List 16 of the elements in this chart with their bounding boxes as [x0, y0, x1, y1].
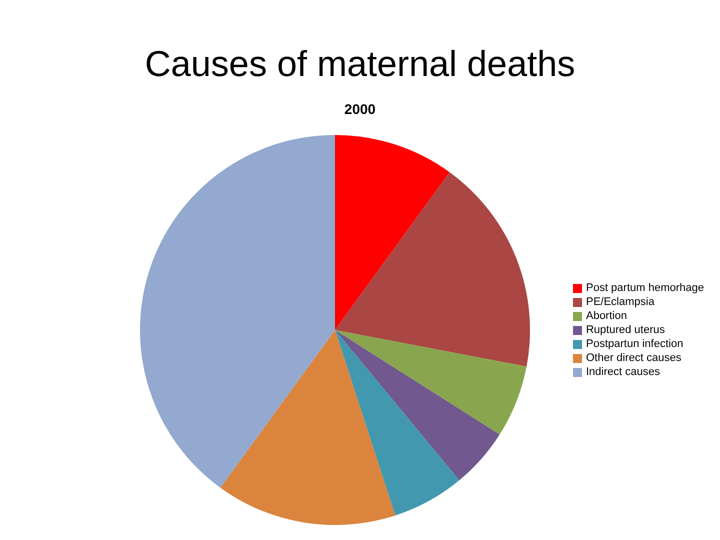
legend-label: Indirect causes: [586, 366, 660, 378]
pie-slice: [220, 330, 396, 525]
legend-label: Postpartun infection: [586, 338, 684, 350]
pie-slice: [335, 330, 460, 516]
chart-title: Causes of maternal deaths: [144, 42, 576, 86]
legend-label: Post partum hemorhage: [586, 282, 704, 294]
chart-subtitle: 2000: [343, 100, 377, 118]
pie-slice: [335, 330, 500, 480]
legend-label: Ruptured uterus: [586, 324, 665, 336]
pie-slice: [140, 135, 335, 488]
legend-label: Abortion: [586, 310, 627, 322]
legend-label: Other direct causes: [586, 352, 682, 364]
pie-slice: [335, 330, 527, 434]
pie-slice: [335, 135, 450, 330]
legend-label: PE/Eclampsia: [586, 296, 654, 308]
pie-slice: [335, 172, 530, 367]
